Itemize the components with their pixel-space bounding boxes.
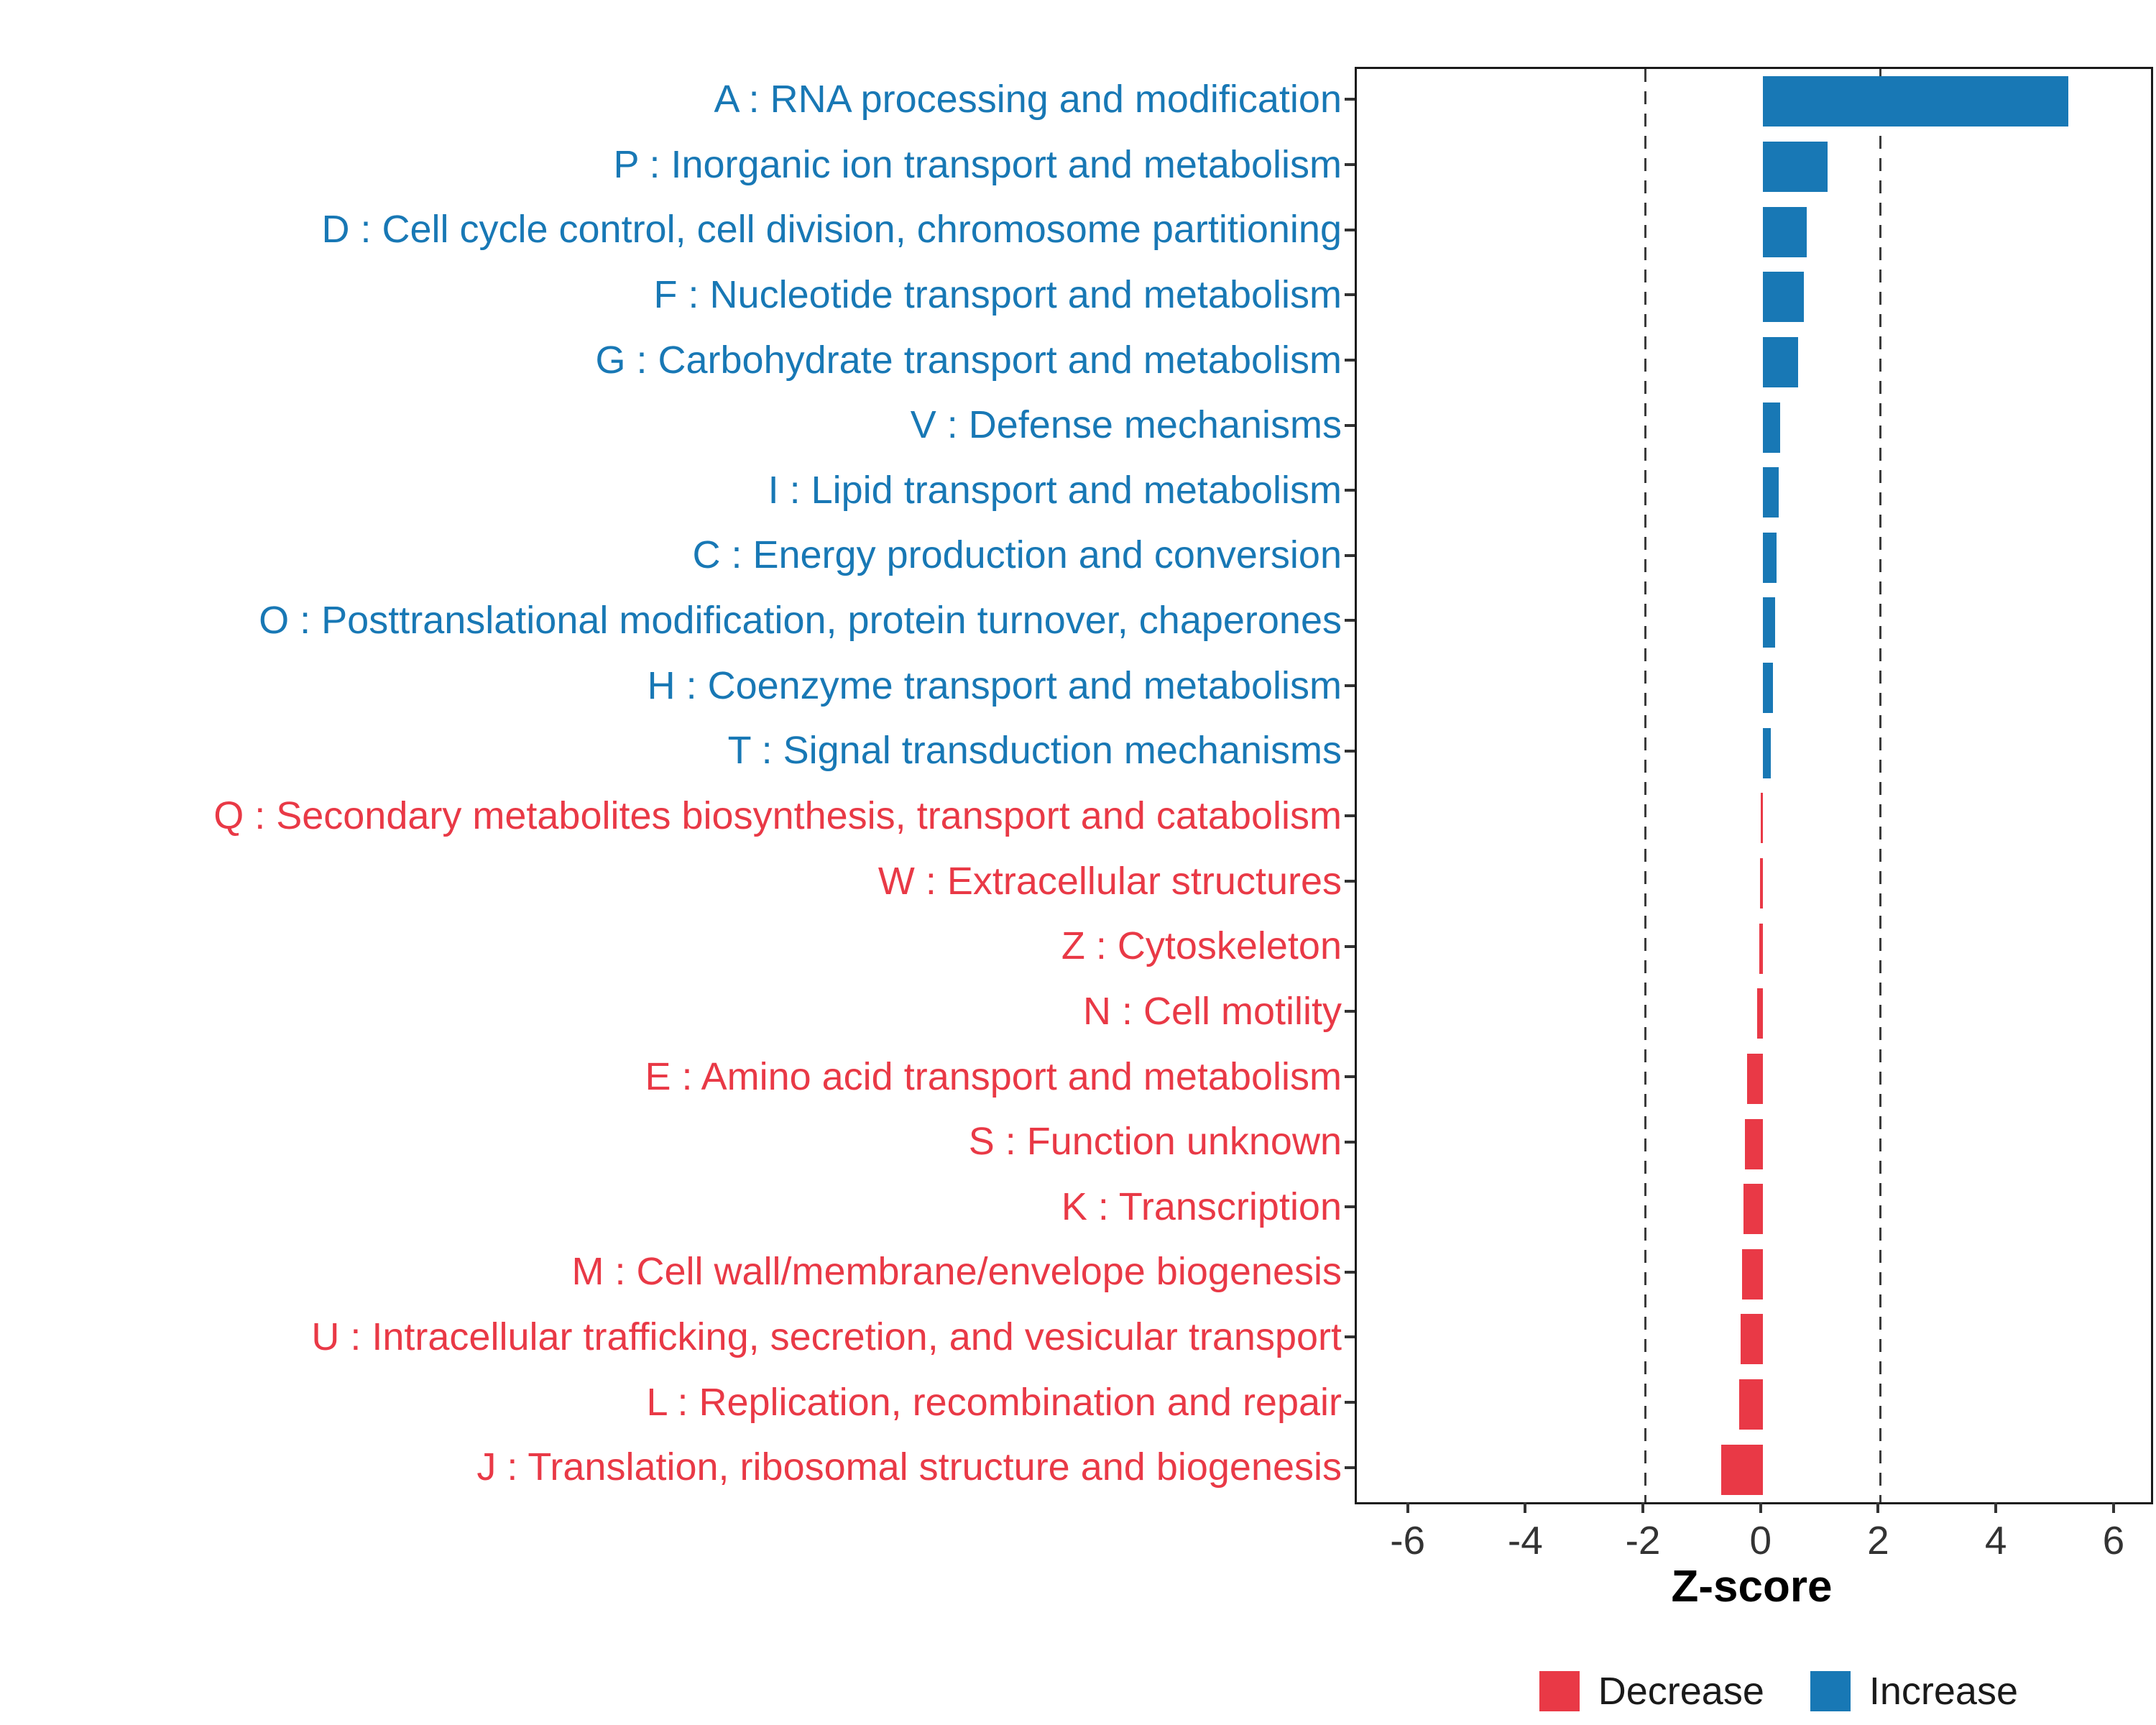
category-label: Q : Secondary metabolites biosynthesis, … bbox=[213, 794, 1342, 837]
category-label: T : Signal transduction mechanisms bbox=[727, 729, 1342, 773]
y-tick-mark bbox=[1345, 1010, 1355, 1013]
y-tick-mark bbox=[1345, 1075, 1355, 1078]
category-label: O : Posttranslational modification, prot… bbox=[259, 599, 1342, 643]
x-tick-mark bbox=[1641, 1502, 1645, 1513]
bar bbox=[1745, 1118, 1763, 1169]
bar bbox=[1762, 206, 1807, 257]
legend-label: Decrease bbox=[1598, 1670, 1764, 1713]
bar bbox=[1762, 402, 1781, 453]
y-tick-mark bbox=[1345, 1466, 1355, 1469]
category-label: U : Intracellular trafficking, secretion… bbox=[311, 1315, 1342, 1359]
x-axis-title: Z-score bbox=[1671, 1562, 1833, 1611]
bar bbox=[1762, 663, 1773, 714]
category-label: L : Replication, recombination and repai… bbox=[646, 1380, 1342, 1424]
y-tick-mark bbox=[1345, 684, 1355, 688]
y-tick-mark bbox=[1345, 423, 1355, 427]
x-tick-mark bbox=[1876, 1502, 1880, 1513]
x-tick-label: -4 bbox=[1507, 1518, 1543, 1563]
y-tick-mark bbox=[1345, 162, 1355, 166]
x-tick-label: 6 bbox=[2102, 1518, 2125, 1563]
y-tick-mark bbox=[1345, 1205, 1355, 1209]
category-label: D : Cell cycle control, cell division, c… bbox=[321, 208, 1342, 252]
bar bbox=[1761, 793, 1763, 844]
plot-panel bbox=[1355, 67, 2153, 1504]
bar bbox=[1762, 467, 1779, 518]
bar bbox=[1762, 336, 1798, 387]
category-label: Z : Cytoskeleton bbox=[1061, 924, 1342, 968]
category-label: W : Extracellular structures bbox=[877, 859, 1342, 903]
category-label: E : Amino acid transport and metabolism bbox=[645, 1054, 1342, 1098]
y-tick-mark bbox=[1345, 1270, 1355, 1274]
category-label: S : Function unknown bbox=[968, 1120, 1342, 1164]
x-tick-label: 0 bbox=[1749, 1518, 1772, 1563]
bar bbox=[1721, 1444, 1763, 1495]
bar bbox=[1759, 857, 1763, 908]
x-tick-label: 2 bbox=[1867, 1518, 1889, 1563]
y-tick-mark bbox=[1345, 619, 1355, 622]
bar bbox=[1743, 1184, 1763, 1235]
x-tick-mark bbox=[1994, 1502, 1998, 1513]
x-tick-label: -6 bbox=[1390, 1518, 1426, 1563]
bar bbox=[1762, 76, 2069, 127]
category-label: V : Defense mechanisms bbox=[910, 403, 1342, 447]
category-label: M : Cell wall/membrane/envelope biogenes… bbox=[571, 1250, 1342, 1294]
bar bbox=[1762, 727, 1772, 778]
category-label: P : Inorganic ion transport and metaboli… bbox=[613, 142, 1342, 186]
category-label: F : Nucleotide transport and metabolism bbox=[653, 272, 1342, 316]
legend: Decrease Increase bbox=[1539, 1669, 2018, 1714]
y-tick-mark bbox=[1345, 749, 1355, 753]
category-label: C : Energy production and conversion bbox=[692, 533, 1342, 577]
y-tick-mark bbox=[1345, 814, 1355, 818]
x-tick-label: 4 bbox=[1984, 1518, 2007, 1563]
bar bbox=[1762, 272, 1805, 323]
bar bbox=[1762, 532, 1777, 583]
y-tick-mark bbox=[1345, 1335, 1355, 1339]
y-tick-mark bbox=[1345, 1401, 1355, 1404]
bar bbox=[1740, 1314, 1763, 1365]
bar bbox=[1762, 141, 1828, 192]
y-tick-mark bbox=[1345, 358, 1355, 362]
bar bbox=[1742, 1248, 1763, 1300]
x-tick-mark bbox=[1406, 1502, 1409, 1513]
x-tick-mark bbox=[1759, 1502, 1762, 1513]
y-tick-mark bbox=[1345, 98, 1355, 101]
legend-item: Decrease bbox=[1539, 1669, 1764, 1714]
category-label: J : Translation, ribosomal structure and… bbox=[476, 1445, 1342, 1489]
reference-line bbox=[1879, 69, 1881, 1502]
bar bbox=[1759, 923, 1763, 974]
y-tick-mark bbox=[1345, 489, 1355, 492]
y-tick-mark bbox=[1345, 1140, 1355, 1144]
bar bbox=[1757, 988, 1763, 1039]
bar bbox=[1739, 1379, 1763, 1430]
y-tick-mark bbox=[1345, 553, 1355, 557]
y-tick-mark bbox=[1345, 228, 1355, 231]
x-tick-label: -2 bbox=[1625, 1518, 1661, 1563]
category-label: G : Carbohydrate transport and metabolis… bbox=[595, 338, 1342, 382]
reference-line bbox=[1644, 69, 1646, 1502]
legend-swatch bbox=[1539, 1671, 1580, 1711]
legend-swatch bbox=[1810, 1671, 1851, 1711]
category-label: A : RNA processing and modification bbox=[714, 78, 1342, 121]
x-tick-mark bbox=[1524, 1502, 1527, 1513]
category-label: N : Cell motility bbox=[1082, 989, 1342, 1033]
legend-item: Increase bbox=[1810, 1669, 2018, 1714]
y-tick-mark bbox=[1345, 944, 1355, 948]
bar bbox=[1747, 1053, 1763, 1104]
legend-label: Increase bbox=[1869, 1670, 2018, 1713]
category-label: K : Transcription bbox=[1061, 1184, 1342, 1228]
bar bbox=[1762, 597, 1775, 648]
category-label: H : Coenzyme transport and metabolism bbox=[647, 663, 1342, 707]
y-tick-mark bbox=[1345, 293, 1355, 297]
x-tick-mark bbox=[2111, 1502, 2115, 1513]
y-tick-mark bbox=[1345, 879, 1355, 883]
category-label: I : Lipid transport and metabolism bbox=[768, 468, 1342, 512]
